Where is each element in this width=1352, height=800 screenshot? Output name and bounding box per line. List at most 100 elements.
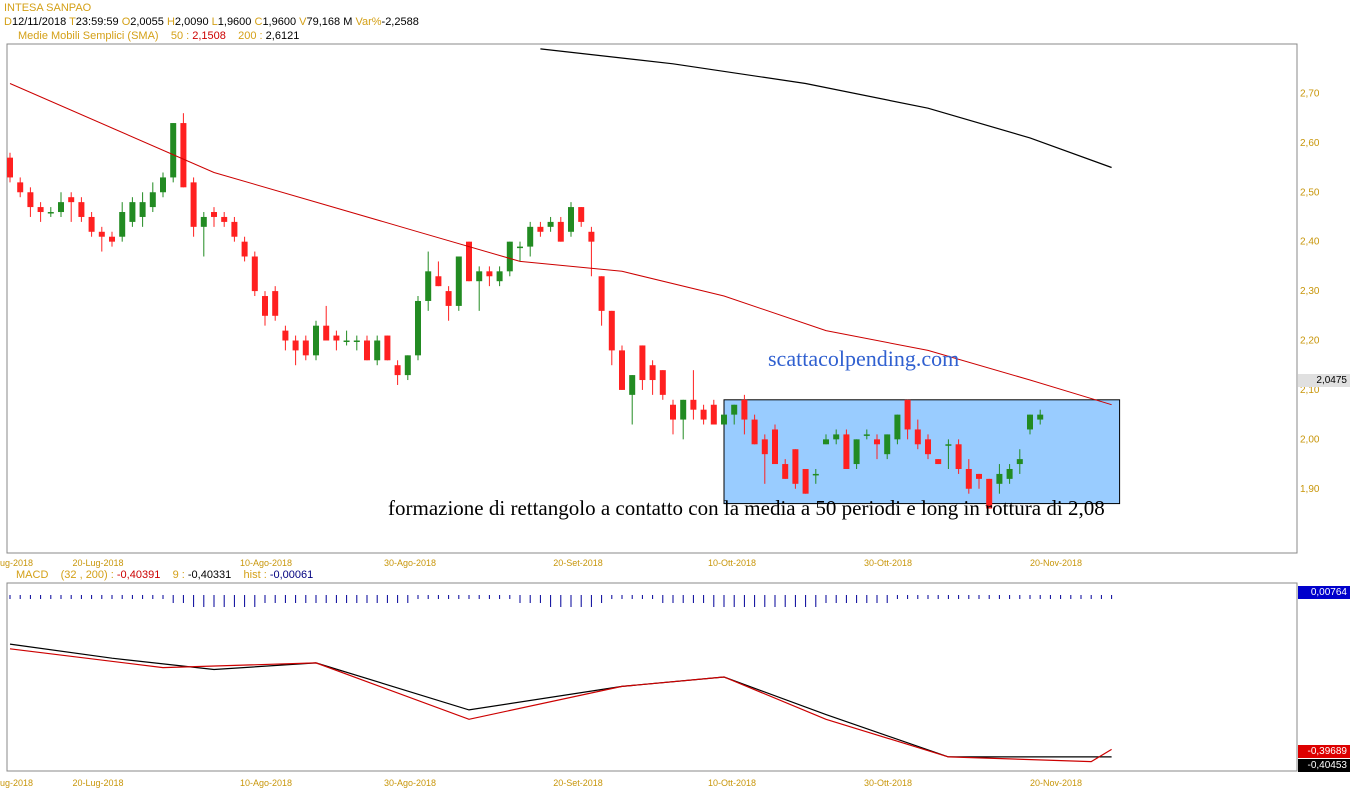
x-tick-label: 30-Ott-2018: [864, 778, 912, 788]
candle-body: [955, 444, 962, 469]
candle-body: [445, 291, 452, 306]
candle-body: [1027, 414, 1033, 430]
sma50-line: [9, 83, 1112, 406]
candle-body: [578, 207, 585, 222]
candle-body: [27, 192, 34, 208]
candle-body: [884, 434, 891, 455]
candle-body: [925, 439, 931, 455]
candle-body: [415, 300, 421, 356]
candle-body: [547, 221, 554, 227]
candle-body: [139, 202, 146, 217]
candle-body: [180, 123, 187, 188]
candle-body: [425, 271, 432, 301]
candle-body: [170, 123, 177, 178]
candle-body: [241, 241, 248, 257]
candle-body: [1016, 459, 1023, 465]
candle-body: [863, 434, 870, 436]
candle-body: [160, 177, 166, 193]
candle-body: [88, 216, 95, 232]
candle-body: [761, 439, 768, 455]
candle-body: [1006, 468, 1013, 479]
macd-signal-line: [9, 643, 1112, 758]
candle-body: [200, 216, 207, 227]
y-tick-label: 1,90: [1300, 484, 1320, 495]
candle-body: [37, 207, 44, 213]
candle-body: [843, 434, 850, 469]
candle-body: [98, 231, 105, 237]
candle-body: [608, 310, 615, 351]
x-tick-label: 30-Ott-2018: [864, 558, 912, 568]
candle-body: [7, 157, 13, 178]
sma-readout: Medie Mobili Semplici (SMA) 50 : 2,1508 …: [18, 30, 300, 42]
candle-body: [394, 365, 401, 376]
y-tick-label: 2,40: [1300, 237, 1320, 248]
candle-body: [976, 473, 982, 479]
x-tick-label: 20-Lug-2018: [72, 558, 123, 568]
candle-body: [58, 202, 64, 213]
x-tick-label: 10-Ago-2018: [240, 558, 292, 568]
x-tick-label: ug-2018: [0, 778, 33, 788]
candle-body: [455, 256, 462, 306]
candle-body: [47, 212, 54, 214]
x-tick-label: 10-Ago-2018: [240, 778, 292, 788]
candle-body: [874, 439, 880, 445]
candle-body: [700, 409, 707, 420]
candle-body: [680, 399, 687, 420]
y-tick-label: 2,60: [1300, 138, 1320, 149]
candle-body: [68, 197, 75, 203]
x-tick-label: 20-Set-2018: [553, 558, 603, 568]
y-tick-label: 2,70: [1300, 88, 1320, 99]
candle-body: [302, 340, 309, 356]
macd-signal-tag: -0,40453: [1298, 759, 1350, 772]
candle-body: [323, 325, 330, 341]
candle-body: [649, 365, 656, 381]
candle-body: [823, 439, 829, 445]
candle-body: [802, 468, 809, 494]
x-tick-label: 10-Ott-2018: [708, 558, 756, 568]
candle-body: [404, 355, 411, 376]
x-tick-label: ug-2018: [0, 558, 33, 568]
last-price-tag: 2,0475: [1298, 374, 1350, 387]
candle-body: [690, 399, 697, 410]
candle-body: [945, 444, 952, 446]
x-tick-label: 20-Set-2018: [553, 778, 603, 788]
candle-body: [251, 256, 258, 292]
candle-body: [721, 414, 727, 425]
candle-body: [812, 473, 819, 476]
candle-body: [772, 429, 778, 465]
candle-body: [904, 399, 911, 430]
candle-body: [353, 340, 360, 343]
candle-body: [782, 464, 789, 479]
candle-body: [935, 459, 942, 465]
candle-body: [996, 473, 1003, 484]
candle-body: [496, 271, 503, 282]
candle-body: [231, 221, 238, 237]
candle-body: [313, 325, 319, 356]
candle-body: [833, 434, 840, 440]
candle-body: [568, 207, 574, 232]
candle-body: [149, 192, 156, 208]
x-tick-label: 30-Ago-2018: [384, 558, 436, 568]
candle-body: [282, 330, 289, 341]
x-tick-label: 30-Ago-2018: [384, 778, 436, 788]
x-tick-label: 20-Nov-2018: [1030, 558, 1082, 568]
candle-body: [853, 439, 860, 465]
candle-body: [211, 212, 217, 217]
macd-line: [9, 648, 1112, 763]
macd-value-tag: -0,39689: [1298, 745, 1350, 758]
x-tick-label: 20-Nov-2018: [1030, 778, 1082, 788]
candle-body: [619, 350, 625, 390]
candle-body: [588, 231, 595, 242]
candle-body: [598, 276, 605, 311]
y-tick-label: 2,00: [1300, 434, 1320, 445]
candle-body: [78, 202, 85, 217]
candle-body: [741, 399, 748, 420]
candle-body: [476, 271, 483, 282]
candle-body: [343, 340, 350, 343]
symbol-label: INTESA SANPAO: [4, 2, 92, 14]
candle-body: [914, 429, 921, 445]
macd-panel-frame: [6, 582, 1298, 772]
candle-body: [109, 236, 115, 242]
candle-body: [374, 340, 381, 361]
